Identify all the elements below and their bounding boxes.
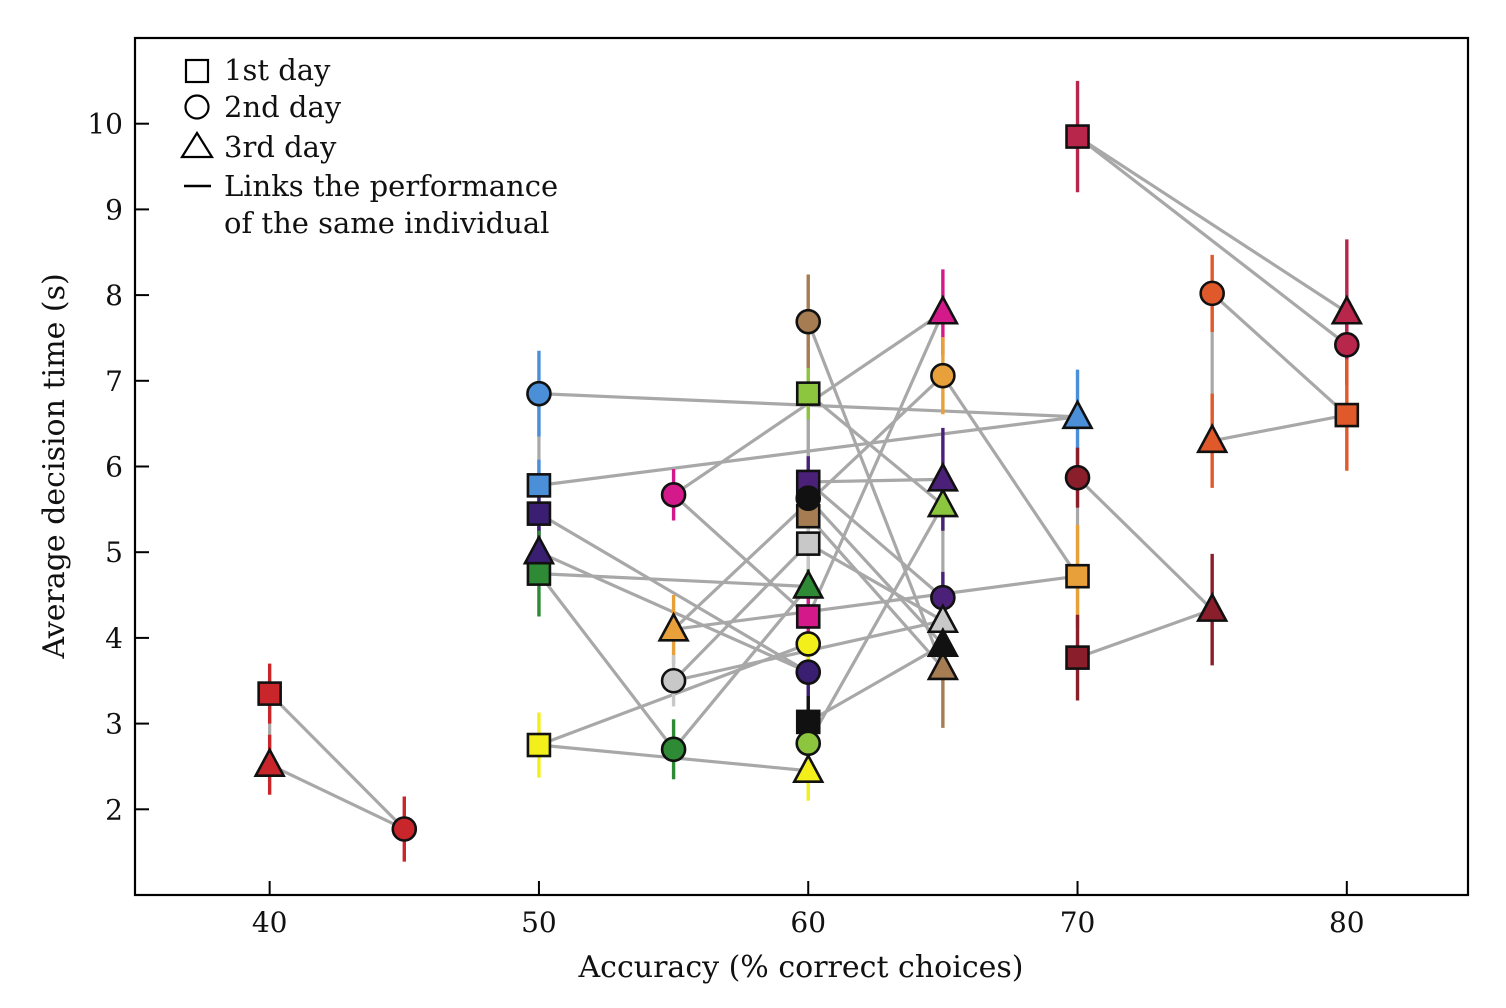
data-point-day1-square: [795, 604, 821, 629]
data-point-day2-circle: [1334, 332, 1360, 358]
individual-link-line: [806, 496, 945, 647]
data-point-day3-triangle: [926, 294, 960, 325]
data-point-day1-square: [526, 473, 552, 498]
y-tick-label: 10: [87, 108, 123, 141]
individual-link-line: [537, 572, 676, 751]
individual-link-line: [1075, 476, 1214, 612]
data-point-day3-triangle: [926, 487, 960, 518]
legend-circle-icon: [184, 94, 210, 120]
data-point-day3-triangle: [926, 461, 960, 492]
legend-label-day2: 2nd day: [224, 90, 342, 124]
individual-link-line: [537, 572, 810, 589]
data-point-day1-square: [1334, 402, 1360, 428]
individual-link-line: [806, 477, 945, 484]
legend-label-day3: 3rd day: [224, 130, 337, 164]
data-point-day1-square: [526, 501, 552, 526]
legend-label-links-line2: of the same individual: [224, 206, 549, 240]
legend-square-icon: [184, 58, 210, 84]
data-point-day3-triangle: [1195, 423, 1229, 454]
data-point-day3-triangle: [926, 627, 960, 658]
x-tick-label: 40: [252, 906, 288, 939]
individual-link-line: [806, 542, 945, 623]
data-point-day2-circle: [660, 736, 687, 763]
marker-layer: [253, 124, 1363, 842]
individual-link-line: [671, 542, 810, 683]
data-point-day2-circle: [795, 730, 822, 757]
individual-link-line: [806, 643, 945, 724]
individual-link-line: [537, 512, 810, 674]
y-tick-label: 8: [105, 279, 123, 312]
individual-link-line: [941, 374, 1080, 578]
data-point-day2-circle: [1064, 464, 1091, 491]
y-axis-title: Average decision time (s): [37, 273, 72, 659]
x-tick-label: 60: [790, 906, 826, 939]
x-tick-label: 80: [1329, 906, 1365, 939]
data-point-day1-square: [526, 732, 552, 758]
individual-link-line: [671, 493, 810, 619]
y-tick-label: 3: [105, 708, 123, 741]
individual-link-line: [268, 763, 406, 831]
y-tick-label: 9: [105, 193, 123, 226]
individual-link-line: [268, 692, 406, 831]
data-point-day1-square: [1065, 563, 1090, 589]
legend-triangle-icon: [180, 130, 214, 159]
x-tick-label: 70: [1060, 906, 1096, 939]
individual-link-line: [671, 574, 1080, 631]
y-tick-label: 6: [105, 451, 123, 484]
legend-label-links: Links the performance: [224, 169, 558, 203]
y-tick-label: 5: [105, 536, 123, 569]
individual-link-line: [806, 320, 945, 670]
data-point-day3-triangle: [657, 611, 690, 642]
y-axis-ticks: 2 3 4 5 6 7 8 9 10: [87, 108, 149, 826]
data-point-day1-square: [1065, 124, 1090, 149]
data-point-day3-triangle: [792, 752, 825, 784]
data-point-day3-triangle: [1330, 294, 1363, 325]
data-point-day2-circle: [391, 816, 418, 842]
data-point-day2-circle: [795, 631, 822, 657]
data-point-day1-square: [795, 709, 821, 735]
data-point-day1-square: [1065, 645, 1090, 670]
data-point-day2-circle: [660, 481, 687, 508]
data-point-day1-square: [257, 681, 282, 706]
individual-link-line: [1075, 608, 1214, 660]
x-axis-ticks: 40 50 60 70 80: [252, 881, 1365, 939]
data-point-day2-circle: [795, 485, 822, 512]
data-point-day2-circle: [526, 380, 552, 407]
x-tick-label: 50: [521, 906, 557, 939]
y-tick-label: 4: [105, 622, 123, 655]
individual-link-line: [806, 514, 945, 670]
y-tick-label: 2: [105, 793, 123, 826]
individual-link-line: [1210, 413, 1349, 443]
individual-link-line: [1075, 134, 1349, 347]
data-point-day3-triangle: [1195, 591, 1229, 622]
data-point-day2-circle: [660, 667, 687, 694]
data-point-day3-triangle: [253, 746, 286, 778]
y-tick-label: 7: [105, 365, 123, 398]
individual-link-line: [1075, 134, 1349, 314]
data-point-day3-triangle: [792, 568, 825, 599]
data-point-day1-square: [526, 561, 552, 586]
individual-link-line: [806, 503, 945, 745]
data-point-day3-triangle: [926, 650, 960, 681]
individual-link-line: [1210, 291, 1349, 417]
data-point-day2-circle: [930, 362, 956, 389]
data-point-day1-square: [795, 531, 821, 556]
legend: 1st day 2nd day 3rd day Links the perfor…: [180, 53, 558, 240]
individual-link-line: [806, 310, 945, 619]
individual-link-line: [806, 480, 945, 600]
individual-link-line: [806, 392, 945, 507]
legend-label-day1: 1st day: [224, 53, 331, 87]
data-point-day2-circle: [1199, 280, 1225, 307]
data-point-day2-circle: [795, 659, 822, 685]
data-point-day2-circle: [795, 308, 822, 335]
data-point-day3-triangle: [1061, 399, 1094, 430]
data-point-day1-square: [795, 381, 821, 406]
data-point-day3-triangle: [522, 534, 556, 565]
x-axis-title: Accuracy (% correct choices): [578, 950, 1024, 985]
